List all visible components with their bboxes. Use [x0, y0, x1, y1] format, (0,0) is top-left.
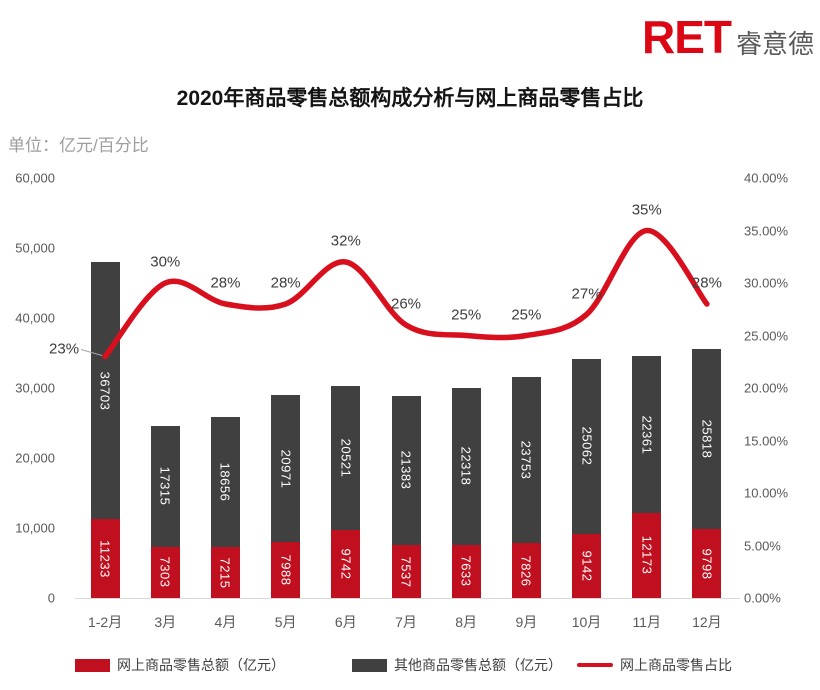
legend-item-online-share: 网上商品零售占比	[577, 655, 732, 675]
y-axis-tick-right: 0.00%	[744, 590, 781, 606]
y-axis-tick-right: 25.00%	[744, 328, 789, 343]
legend-item-other-total: 其他商品零售总额（亿元）	[352, 655, 562, 675]
legend-label-online-total: 网上商品零售总额（亿元）	[117, 657, 285, 673]
x-axis-label: 5月	[274, 614, 297, 630]
bar-value-label-online: 7215	[217, 557, 233, 589]
bar-value-label-online: 9742	[338, 548, 354, 580]
x-axis-label: 12月	[692, 614, 722, 630]
bar-segment-other	[451, 388, 481, 545]
y-axis-tick-right: 30.00%	[744, 275, 789, 291]
line-point-label: 25%	[451, 306, 482, 323]
bar-value-label-other: 18656	[217, 462, 233, 502]
bar-segment-online	[271, 542, 301, 598]
x-axis-label: 11月	[632, 614, 661, 630]
line-point-label: 26%	[390, 295, 422, 313]
line-point-label: 23%	[49, 340, 80, 357]
y-axis-tick-right: 40.00%	[744, 170, 789, 186]
bar-value-label-online: 11233	[97, 539, 113, 578]
bar-value-label-online: 9142	[579, 550, 595, 582]
bar-value-label-online: 9798	[699, 548, 715, 580]
bar-segment-online	[331, 529, 361, 598]
y-axis-tick-right: 35.00%	[744, 223, 789, 238]
bar-segment-other	[692, 348, 722, 530]
bar-segment-online	[692, 529, 722, 598]
x-axis-line	[75, 598, 740, 599]
x-axis-label: 6月	[334, 614, 357, 630]
trend-line	[102, 227, 710, 360]
bar-segment-other	[632, 356, 662, 513]
bar-segment-other	[150, 425, 180, 547]
legend-label-other-total: 其他商品零售总额（亿元）	[394, 657, 562, 673]
line-point-label: 28%	[210, 274, 241, 292]
bar-segment-online	[511, 543, 541, 598]
logo-ret-text: RET	[641, 11, 732, 63]
line-point-label: 30%	[150, 253, 181, 271]
bar-value-label-other: 22318	[458, 447, 474, 486]
y-axis-tick-right: 15.00%	[744, 433, 789, 448]
x-axis-label: 10月	[571, 614, 602, 630]
line-point-label: 25%	[511, 306, 542, 323]
line-point-label: 35%	[631, 201, 662, 218]
y-axis-tick-left: 0	[47, 590, 55, 606]
bar-value-label-online: 7303	[157, 556, 173, 588]
bar-segment-other	[331, 386, 361, 530]
bar-segment-other	[271, 395, 301, 543]
bar-value-label-online: 7988	[278, 554, 294, 586]
bar-value-label-online: 12173	[639, 536, 655, 575]
logo-cn-text: 睿意德	[735, 29, 814, 59]
x-axis-label: 9月	[515, 614, 538, 630]
bar-segment-other	[572, 358, 602, 534]
unit-label: 单位：亿元/百分比	[8, 136, 149, 155]
y-axis-tick-right: 5.00%	[744, 538, 781, 553]
bar-value-label-other: 23753	[518, 440, 534, 480]
line-point-label: 28%	[270, 274, 301, 292]
y-axis-tick-left: 60,000	[15, 170, 55, 186]
x-axis-label: 1-2月	[87, 614, 123, 630]
bar-value-label-other: 22361	[639, 415, 655, 454]
bar-value-label-other: 20521	[338, 438, 354, 478]
bar-segment-online	[210, 547, 240, 598]
chart-title: 2020年商品零售总额构成分析与网上商品零售占比	[176, 87, 644, 110]
bar-value-label-other: 36703	[97, 371, 113, 411]
bar-value-label-online: 7633	[458, 555, 474, 587]
bar-segment-online	[391, 545, 421, 598]
legend-label-online-share: 网上商品零售占比	[620, 657, 732, 673]
y-axis-tick-left: 40,000	[15, 310, 55, 326]
y-axis-tick-left: 50,000	[15, 240, 55, 256]
line-point-label: 28%	[691, 274, 722, 292]
bar-segment-online	[150, 546, 180, 598]
line-point-label: 32%	[330, 232, 361, 250]
x-axis-label: 3月	[154, 614, 177, 630]
bar-value-label-other: 25062	[579, 426, 595, 466]
logo: RET 睿意德	[642, 14, 814, 60]
legend-swatch-online-bar	[75, 658, 110, 672]
bar-value-label-online: 7826	[518, 555, 534, 587]
bar-value-label-online: 7537	[398, 556, 414, 588]
legend-swatch-other-bar	[352, 658, 387, 672]
x-axis-label: 8月	[455, 614, 478, 630]
bar-segment-online	[451, 544, 481, 598]
bar-segment-online	[90, 519, 120, 598]
y-axis-tick-left: 10,000	[15, 520, 55, 536]
legend-item-online-total: 网上商品零售总额（亿元）	[75, 655, 285, 675]
bar-segment-other	[391, 395, 421, 546]
bar-segment-online	[572, 534, 602, 598]
x-axis-label: 7月	[395, 614, 417, 630]
bar-segment-other	[511, 376, 541, 544]
bar-value-label-other: 21383	[398, 451, 414, 490]
legend-swatch-share-line	[577, 663, 613, 667]
y-axis-tick-left: 30,000	[15, 380, 55, 396]
x-axis-label: 4月	[214, 614, 237, 630]
bar-segment-other	[210, 416, 240, 548]
bar-value-label-other: 25818	[699, 419, 715, 459]
bar-value-label-other: 20971	[278, 449, 294, 488]
line-point-label: 27%	[571, 285, 602, 302]
bar-segment-online	[632, 512, 662, 598]
y-axis-tick-left: 20,000	[15, 450, 55, 466]
bar-value-label-other: 17315	[157, 466, 173, 506]
y-axis-tick-right: 20.00%	[744, 380, 789, 396]
y-axis-tick-right: 10.00%	[744, 485, 789, 501]
